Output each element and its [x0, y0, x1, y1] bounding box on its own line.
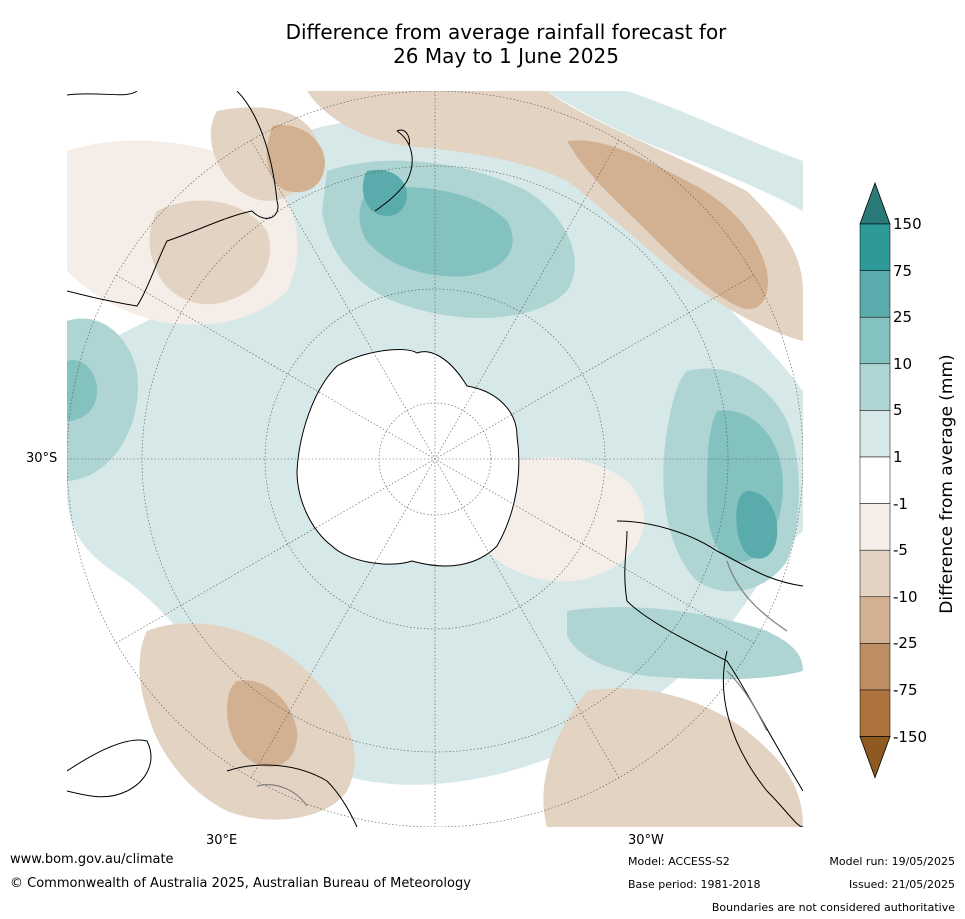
colorbar-band [859, 270, 891, 318]
colorbar-band [859, 596, 891, 644]
colorbar-tick-label: 75 [893, 261, 913, 280]
map-title: Difference from average rainfall forecas… [150, 20, 862, 68]
south-america-coastline [616, 520, 803, 827]
colorbar-tick-label: 25 [893, 308, 913, 327]
map-svg [67, 91, 803, 827]
colorbar-tick-label: -25 [893, 634, 918, 653]
colorbar-tick-label: 5 [893, 401, 903, 420]
lat-label-30s: 30°S [26, 451, 58, 466]
anomaly-tan-region-se [543, 688, 803, 827]
anomaly-brown-region-sw [227, 680, 298, 767]
footer-model-run: Model run: 19/05/2025 [829, 855, 955, 868]
colorbar-tick-label: -10 [893, 587, 918, 606]
footer-issued: Issued: 21/05/2025 [848, 878, 955, 891]
new-zealand-coastline [374, 129, 413, 212]
anomaly-light-teal-region-2 [547, 91, 803, 211]
colorbar-band [859, 316, 891, 365]
colorbar-tick-label: 1 [893, 448, 903, 466]
boundary-line [726, 670, 768, 732]
anomaly-teal-region-east-3 [736, 491, 778, 559]
lon-label-30w: 30°W [628, 833, 664, 848]
anomaly-teal-region-west-2 [67, 360, 97, 421]
title-line-1: Difference from average rainfall forecas… [285, 20, 727, 44]
boundary-line [726, 560, 788, 632]
colorbar-band [859, 223, 891, 271]
colorbar-band [859, 643, 891, 691]
australia-coastline [67, 91, 279, 307]
anomaly-brown-region-nw [266, 125, 325, 193]
coastlines [67, 91, 803, 827]
south-africa-coastline [67, 739, 152, 798]
graticule-meridian [115, 274, 755, 644]
colorbar-band [859, 456, 891, 504]
anomaly-brown-region-ne [567, 140, 768, 310]
antarctica-landmass [296, 349, 520, 567]
anomaly-teal-region-nz [362, 169, 407, 216]
lon-label-30e: 30°E [206, 833, 238, 848]
graticule-circle [264, 288, 606, 630]
colorbar-under-arrow [859, 736, 891, 779]
colorbar-over-arrow [859, 181, 891, 225]
colorbar-tick-label: -150 [893, 727, 928, 746]
colorbar-tick-label: -1 [893, 494, 908, 513]
colorbar-tick-label: -75 [893, 681, 918, 699]
title-line-2: 26 May to 1 June 2025 [393, 44, 619, 68]
anomaly-tan-region-nw [149, 200, 271, 305]
footer-copyright: © Commonwealth of Australia 2025, Austra… [10, 876, 471, 891]
footer-model: Model: ACCESS-S2 [628, 855, 730, 868]
colorbar-band [859, 689, 891, 737]
footer-base-period: Base period: 1981-2018 [628, 878, 761, 891]
colorbar-tick-label: 10 [893, 354, 913, 373]
colorbar-band [859, 363, 891, 411]
rainfall-anomaly-map [67, 91, 803, 827]
colorbar-svg [859, 181, 891, 779]
footer-boundaries-note: Boundaries are not considered authoritat… [711, 901, 955, 914]
colorbar-title: Difference from average (mm) [937, 354, 957, 614]
colorbar-band [859, 503, 891, 551]
graticule [67, 91, 803, 827]
colorbar [855, 180, 895, 785]
colorbar-band [859, 549, 891, 598]
footer-website[interactable]: www.bom.gov.au/climate [10, 852, 174, 867]
africa-coastline [226, 764, 358, 827]
colorbar-band [859, 410, 891, 458]
colorbar-tick-label: -5 [893, 541, 908, 560]
country-boundaries [256, 560, 788, 807]
colorbar-tick-label: 150 [893, 215, 922, 233]
anomaly-teal-region-west [67, 318, 138, 481]
boundary-line [256, 784, 308, 807]
anomaly-teal-region-south [567, 607, 803, 680]
